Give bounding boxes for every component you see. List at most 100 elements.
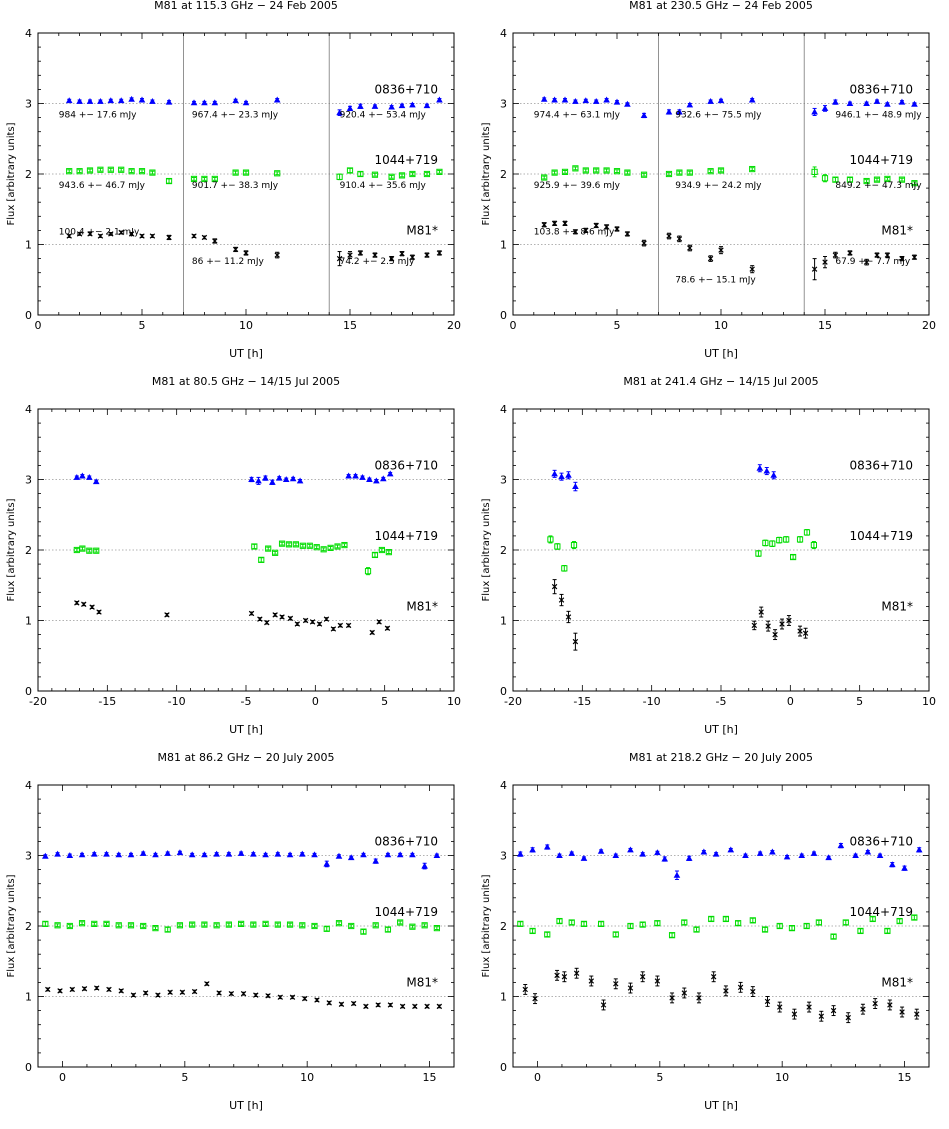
data-point-0836-710 [65, 97, 73, 104]
cross-marker [737, 984, 744, 991]
data-point-m81 [97, 233, 104, 239]
triangle-marker [103, 850, 110, 857]
square-marker [554, 543, 561, 550]
square-marker [433, 925, 440, 932]
cross-marker [108, 231, 114, 237]
cross-marker [806, 1004, 812, 1010]
triangle-marker [127, 851, 135, 858]
triangle-marker [388, 103, 395, 110]
data-point-1044-719 [762, 539, 769, 547]
data-point-0836-710 [685, 854, 693, 861]
cross-marker [624, 231, 631, 237]
data-point-m81 [201, 234, 208, 241]
data-point-1044-719 [127, 922, 135, 929]
cross-marker [749, 266, 755, 272]
cross-marker [899, 255, 905, 262]
cross-marker [758, 609, 764, 615]
data-point-0836-710 [282, 476, 290, 482]
cross-marker [830, 1007, 837, 1014]
triangle-marker [748, 96, 756, 103]
y-tick-label: 2 [25, 168, 32, 181]
y-tick-label: 4 [500, 779, 507, 792]
cross-marker [289, 994, 296, 1000]
chart-panel-3: M81 at 80.5 GHz − 14/15 Jul 2005 -20 -15 -1… [0, 376, 474, 752]
cross-marker [94, 985, 100, 991]
data-point-1044-719 [624, 169, 631, 176]
triangle-marker [770, 471, 778, 478]
cross-marker [142, 990, 149, 996]
data-point-m81 [108, 231, 114, 237]
data-point-1044-719 [693, 926, 700, 933]
data-point-m81 [588, 975, 595, 987]
data-point-1044-719 [842, 919, 849, 926]
data-point-0836-710 [352, 472, 359, 479]
triangle-marker [201, 99, 208, 106]
data-point-0836-710 [73, 473, 81, 480]
triangle-marker [686, 101, 694, 108]
y-axis-label: Flux [arbitrary units] [6, 498, 17, 601]
data-point-m81 [89, 604, 95, 610]
triangle-marker [529, 846, 536, 853]
data-point-0836-710 [409, 101, 416, 108]
data-point-0836-710 [911, 100, 918, 107]
triangle-marker [79, 472, 86, 479]
data-point-1044-719 [717, 167, 725, 174]
data-point-0836-710 [165, 98, 173, 105]
triangle-marker [347, 854, 355, 861]
cross-marker [554, 972, 560, 979]
data-point-0836-710 [639, 850, 647, 857]
chart-title: M81 at 115.3 GHz − 24 Feb 2005 [154, 0, 338, 12]
square-marker [278, 540, 286, 547]
triangle-marker [289, 475, 297, 482]
cross-marker [45, 986, 51, 993]
square-marker [790, 553, 797, 561]
data-point-1044-719 [103, 920, 110, 927]
triangle-marker [876, 852, 884, 858]
data-point-1044-719 [384, 926, 392, 933]
x-axis-label: UT [h] [704, 347, 738, 360]
square-marker [597, 920, 605, 927]
data-point-1044-719 [686, 169, 693, 176]
data-point-0836-710 [700, 848, 708, 855]
data-point-m81 [330, 626, 337, 632]
data-point-1044-719 [313, 544, 320, 551]
square-marker [397, 919, 404, 926]
data-point-0836-710 [810, 849, 818, 856]
data-point-m81 [326, 1000, 332, 1006]
triangle-marker [373, 477, 380, 484]
data-point-0836-710 [92, 478, 100, 485]
data-point-0836-710 [863, 100, 870, 106]
data-point-1044-719 [803, 922, 810, 930]
y-tick-label: 0 [500, 685, 507, 698]
data-point-m81 [149, 233, 156, 239]
data-point-m81 [289, 994, 296, 1000]
data-point-1044-719 [91, 920, 98, 927]
data-point-0836-710 [837, 842, 845, 849]
cross-marker [436, 250, 443, 256]
data-point-0836-710 [372, 857, 380, 864]
data-point-1044-719 [348, 922, 355, 930]
data-point-0836-710 [707, 97, 714, 104]
triangle-marker [551, 470, 558, 477]
data-point-1044-719 [335, 920, 343, 927]
square-marker [708, 915, 715, 923]
data-point-1044-719 [164, 926, 171, 933]
data-point-m81 [74, 600, 80, 606]
data-point-0836-710 [242, 99, 250, 106]
data-point-m81 [164, 612, 170, 618]
data-point-0836-710 [915, 846, 923, 853]
cross-marker [253, 992, 259, 998]
series-label-m81: M81* [406, 224, 438, 238]
triangle-marker [837, 842, 845, 849]
data-point-1044-719 [251, 543, 258, 550]
data-point-1044-719 [79, 545, 86, 552]
y-tick-label: 1 [500, 615, 507, 628]
cross-marker [89, 604, 95, 610]
cross-marker [336, 255, 343, 262]
data-point-1044-719 [138, 168, 146, 175]
data-point-m81 [191, 988, 198, 995]
data-point-1044-719 [262, 920, 269, 927]
square-marker [285, 541, 293, 548]
x-tick-label: 0 [510, 319, 517, 332]
data-point-0836-710 [384, 851, 392, 858]
